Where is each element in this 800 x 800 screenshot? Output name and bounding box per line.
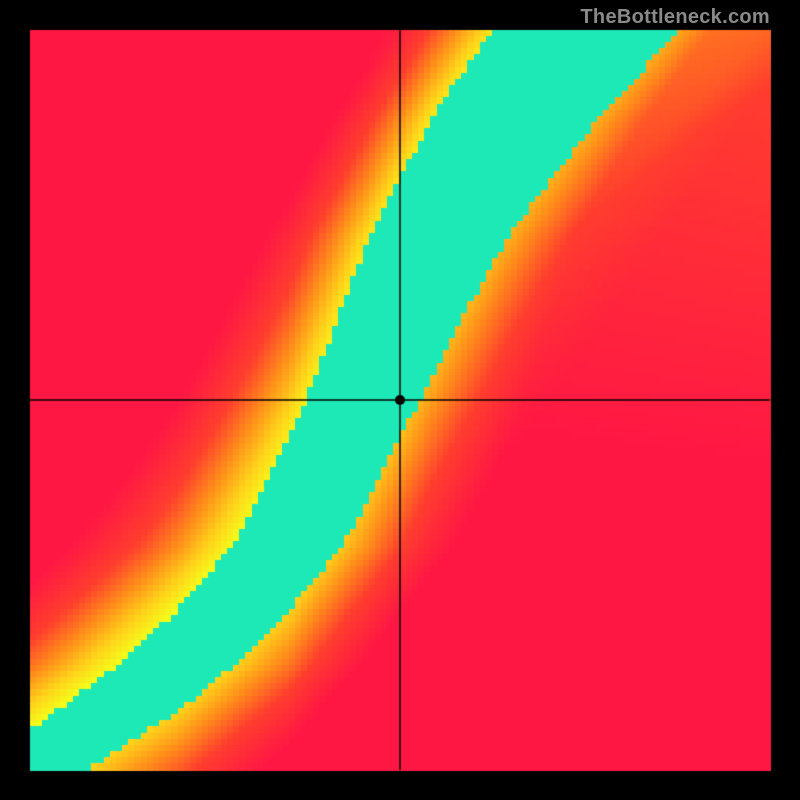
chart-container: { "attribution": "TheBottleneck.com", "c… <box>0 0 800 800</box>
bottleneck-heatmap <box>0 0 800 800</box>
attribution-text: TheBottleneck.com <box>580 6 770 29</box>
